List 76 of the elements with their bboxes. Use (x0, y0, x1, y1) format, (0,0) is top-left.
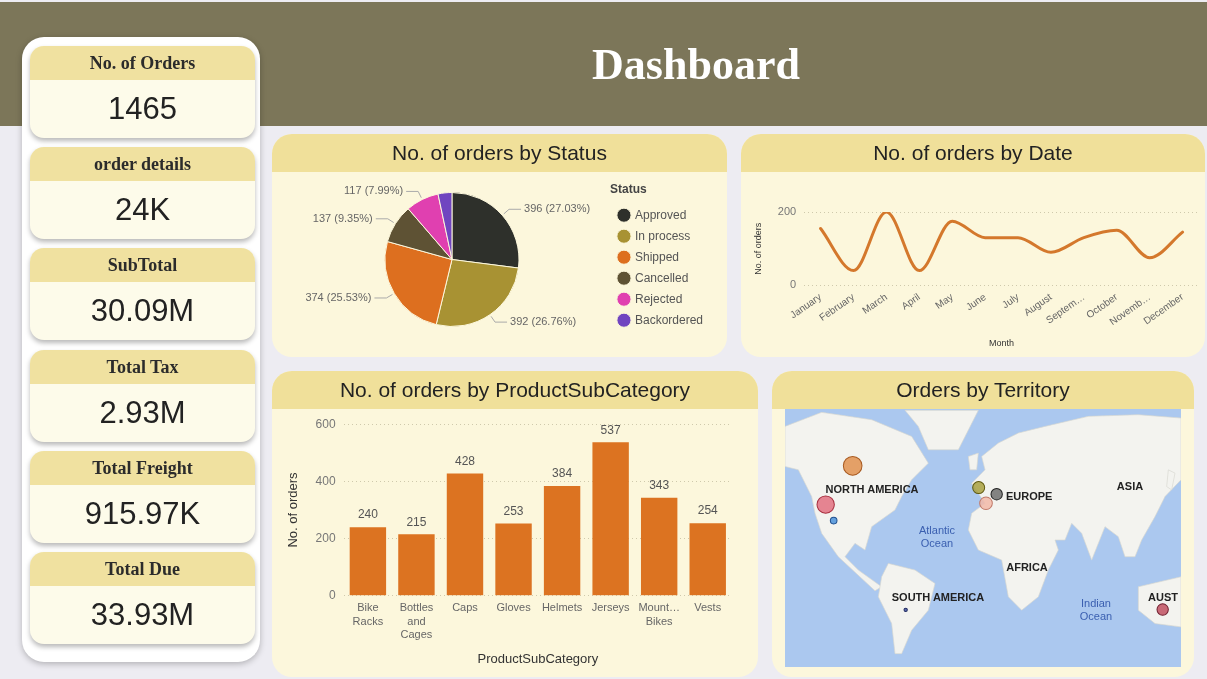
bar (349, 527, 387, 596)
text: AFRICA (1006, 561, 1048, 573)
x-tick-label: April (899, 291, 923, 312)
x-tick-label: July (999, 291, 1021, 311)
text: Orders by Territory (896, 378, 1070, 402)
data-label: 384 (552, 466, 573, 481)
data-label: 343 (649, 478, 670, 493)
bar (640, 497, 678, 596)
data-label: 240 (357, 507, 379, 522)
x-tick-label: Vests (694, 601, 722, 614)
x-tick-label: Gloves (496, 601, 532, 614)
x-axis-title: Month (989, 338, 1015, 349)
x-tick-label: Bike Racks (352, 601, 384, 627)
data-label: 254 (697, 503, 719, 518)
text: Total Due (105, 558, 180, 580)
text: No. of Orders (89, 52, 196, 74)
text: Dashboard (592, 38, 800, 90)
data-label: 374 (25.53%) (305, 291, 372, 303)
legend-label: Shipped (634, 249, 680, 264)
bar (446, 473, 484, 596)
bar (495, 523, 532, 596)
data-label: 137 (9.35%) (312, 211, 373, 224)
legend-title: Status (609, 182, 647, 197)
text: Atlantic Ocean (917, 524, 957, 550)
text: 915.97K (84, 496, 201, 532)
chart-title: No. of orders by Date (873, 141, 1073, 165)
text: ASIA (1116, 480, 1144, 492)
text: 24K (114, 192, 171, 228)
y-tick-label: 200 (315, 530, 336, 545)
chart-title: No. of orders by Status (392, 141, 607, 165)
data-label: 396 (27.03%) (524, 202, 591, 215)
text: NORTH AMERICA (825, 483, 919, 495)
text: 33.93M (90, 597, 195, 633)
legend-label: Approved (634, 207, 687, 222)
text: Total Tax (106, 356, 179, 378)
text: Indian Ocean (1078, 597, 1114, 623)
text: SubTotal (107, 254, 178, 276)
y-axis-title: No. of orders (752, 222, 763, 275)
legend-label: Cancelled (634, 270, 689, 285)
text: order details (93, 153, 192, 175)
data-label: 428 (454, 453, 476, 468)
chart-title: No. of orders by ProductSubCategory (339, 378, 691, 402)
y-tick-label: 0 (328, 588, 336, 603)
data-label: 253 (503, 503, 524, 518)
data-label: 215 (406, 514, 427, 529)
x-tick-label: May (933, 291, 955, 311)
data-label: 392 (26.76%) (510, 315, 577, 328)
x-tick-label: Mount… Bikes (638, 601, 680, 627)
text: SOUTH AMERICA (891, 591, 985, 603)
legend-label: In process (634, 228, 691, 243)
data-label: 117 (7.99%) (344, 184, 404, 197)
bar (398, 534, 435, 596)
text: EUROPE (1006, 490, 1053, 502)
bar (592, 442, 629, 596)
bar (543, 485, 581, 596)
legend-label: Backordered (634, 312, 704, 327)
line-series (819, 212, 1185, 273)
x-tick-label: Helmets (541, 601, 583, 614)
text: 2.93M (99, 395, 186, 431)
y-tick-label: 0 (790, 278, 797, 291)
text: AUST (1148, 591, 1178, 603)
text: 30.09M (90, 293, 195, 329)
legend-label: Rejected (634, 291, 683, 306)
x-tick-label: Bottles and Cages (399, 601, 434, 640)
x-tick-label: June (963, 290, 989, 313)
y-tick-label: 200 (777, 205, 797, 218)
bar (689, 523, 726, 596)
x-tick-label: Caps (452, 601, 479, 614)
y-axis-title: No. of orders (285, 471, 301, 548)
y-tick-label: 600 (315, 416, 336, 431)
text: Total Freight (92, 457, 193, 479)
x-tick-label: Jerseys (591, 601, 631, 614)
text: 1465 (108, 91, 177, 127)
y-tick-label: 400 (315, 473, 336, 488)
x-axis-title: ProductSubCategory (477, 650, 599, 666)
data-label: 537 (600, 422, 621, 437)
